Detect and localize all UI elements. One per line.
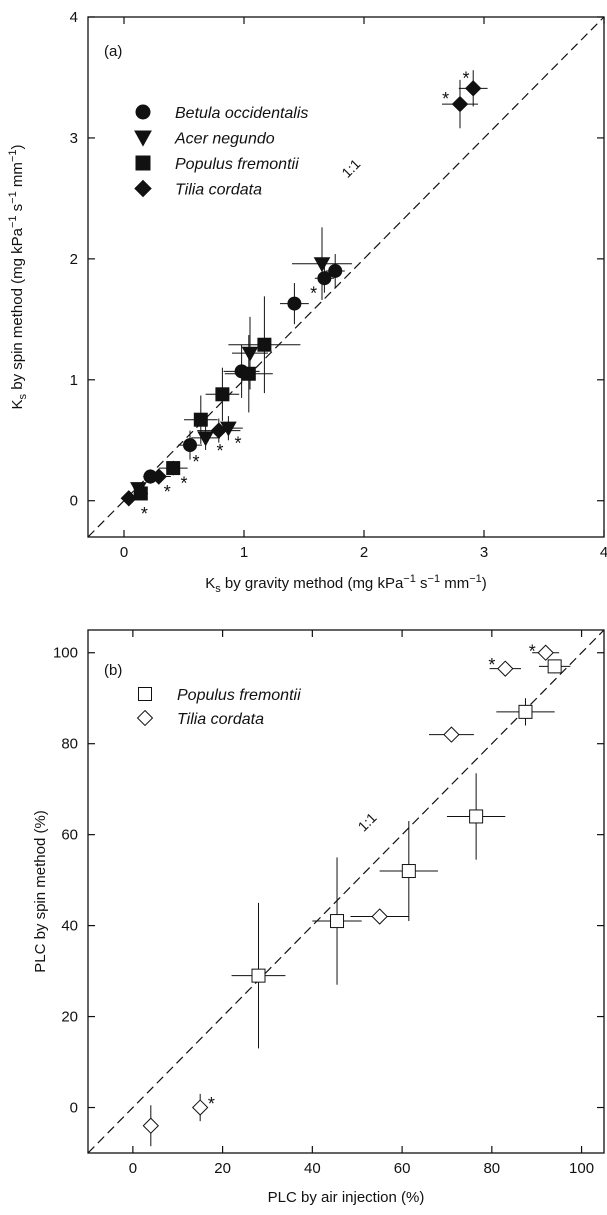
y-tick-label: 20 — [61, 1009, 78, 1026]
data-point-acer-negundo — [241, 346, 259, 362]
y-tick-label: 4 — [70, 9, 78, 26]
legend-marker-tilia-cordata — [134, 179, 152, 198]
data-point-tilia-cordata — [497, 660, 514, 677]
legend: Betula occidentalis Acer negundo Populus f… — [134, 104, 308, 199]
x-axis-title: Ks by gravity method (mg kPa−1 s−1 mm−1) — [205, 573, 487, 595]
legend-marker-populus-fremontii — [135, 155, 151, 171]
data-point-tilia-cordata — [443, 726, 460, 743]
y-tick-label: 1 — [70, 372, 78, 389]
legend-label-populus-fremontii: Populus fremontii — [177, 687, 301, 704]
significance-star: * — [442, 89, 449, 109]
y-tick-label: 2 — [70, 251, 78, 268]
x-tick-label: 0 — [129, 1160, 137, 1177]
y-axis-title: PLC by spin method (%) — [32, 810, 49, 973]
data-point-populus-fremontii — [401, 864, 416, 879]
data-point-betula-occidentalis — [183, 438, 197, 453]
x-tick-label: 4 — [600, 544, 607, 561]
significance-star: * — [234, 434, 241, 454]
legend-marker-acer-negundo — [134, 130, 152, 147]
y-tick-label: 0 — [70, 493, 78, 510]
series-populus-fremontii — [133, 296, 301, 501]
data-point-betula-occidentalis — [287, 296, 302, 311]
x-tick-label: 2 — [360, 544, 368, 561]
data-point-populus-fremontii — [133, 486, 148, 501]
data-point-populus-fremontii — [257, 337, 272, 352]
data-point-acer-negundo — [313, 257, 331, 273]
legend-marker-betula-occidentalis — [135, 104, 151, 120]
x-axis-title: PLC by air injection (%) — [268, 1189, 425, 1206]
x-tick-label: 1 — [240, 544, 248, 561]
data-point-tilia-cordata — [120, 490, 137, 507]
significance-star: * — [180, 474, 187, 494]
significance-star: * — [462, 68, 469, 88]
data-point-populus-fremontii — [547, 659, 562, 674]
one-to-one-line — [87, 629, 605, 1154]
series-tilia-cordata — [120, 70, 488, 507]
series-populus-fremontii — [231, 659, 571, 1049]
series-tilia-cordata — [142, 644, 560, 1147]
series-acer-negundo — [130, 227, 352, 498]
data-point-populus-fremontii — [251, 968, 266, 983]
data-point-tilia-cordata — [451, 95, 469, 113]
one-to-one-line — [87, 16, 605, 538]
one-to-one-label: 1:1 — [355, 809, 380, 834]
legend-label-populus-fremontii: Populus fremontii — [175, 156, 299, 173]
legend-marker-tilia-cordata — [136, 709, 154, 727]
panel-label: (a) — [104, 43, 122, 60]
legend-label-tilia-cordata: Tilia cordata — [175, 182, 262, 199]
panel-b: 0 20 40 60 80 100 0 20 40 60 80 100 1:1 * * * Populus fr… — [32, 629, 605, 1206]
data-point-populus-fremontii — [166, 461, 181, 476]
y-tick-label: 80 — [61, 736, 78, 753]
data-point-tilia-cordata — [191, 1099, 209, 1116]
data-point-acer-negundo — [197, 431, 214, 447]
data-point-betula-occidentalis — [317, 271, 332, 286]
significance-star: * — [141, 504, 148, 524]
legend: Populus fremontii Tilia cordata — [136, 687, 301, 728]
plot-frame — [87, 629, 605, 1154]
y-tick-label: 40 — [61, 918, 78, 935]
significance-star: * — [192, 452, 199, 472]
significance-star: * — [310, 284, 317, 304]
significance-star: * — [216, 441, 223, 461]
x-tick-label: 80 — [483, 1160, 500, 1177]
data-point-populus-fremontii — [241, 366, 256, 381]
y-tick-label: 60 — [61, 827, 78, 844]
x-tick-label: 100 — [569, 1160, 594, 1177]
legend-label-acer-negundo: Acer negundo — [174, 131, 275, 148]
significance-star: * — [164, 482, 171, 502]
x-tick-label: 40 — [304, 1160, 321, 1177]
x-tick-label: 20 — [214, 1160, 231, 1177]
data-point-betula-occidentalis — [328, 263, 343, 278]
data-point-tilia-cordata — [537, 644, 554, 661]
y-tick-label: 3 — [70, 130, 78, 147]
data-point-populus-fremontii — [215, 387, 230, 402]
data-point-tilia-cordata — [465, 80, 482, 97]
y-tick-label: 0 — [70, 1100, 78, 1117]
panel-label: (b) — [104, 662, 122, 679]
data-point-populus-fremontii — [330, 914, 345, 929]
y-axis-title: Ks by spin method (mg kPa−1 s−1 mm−1) — [7, 145, 29, 410]
legend-label-betula-occidentalis: Betula occidentalis — [175, 105, 308, 122]
data-point-tilia-cordata — [210, 422, 227, 439]
data-point-tilia-cordata — [371, 908, 388, 925]
y-tick-label: 100 — [53, 645, 78, 662]
data-point-populus-fremontii — [469, 809, 484, 824]
legend-label-tilia-cordata: Tilia cordata — [177, 711, 264, 728]
x-tick-label: 3 — [480, 544, 488, 561]
x-tick-label: 60 — [394, 1160, 411, 1177]
significance-star: * — [488, 655, 495, 675]
data-point-populus-fremontii — [193, 412, 208, 427]
one-to-one-label: 1:1 — [338, 156, 363, 181]
plot-frame — [87, 16, 605, 538]
data-point-tilia-cordata — [142, 1117, 159, 1134]
significance-star: * — [529, 641, 536, 661]
data-point-populus-fremontii — [518, 704, 533, 719]
significance-star: * — [208, 1094, 215, 1114]
legend-marker-populus-fremontii — [138, 687, 152, 701]
data-point-tilia-cordata — [150, 468, 167, 485]
x-tick-label: 0 — [120, 544, 128, 561]
